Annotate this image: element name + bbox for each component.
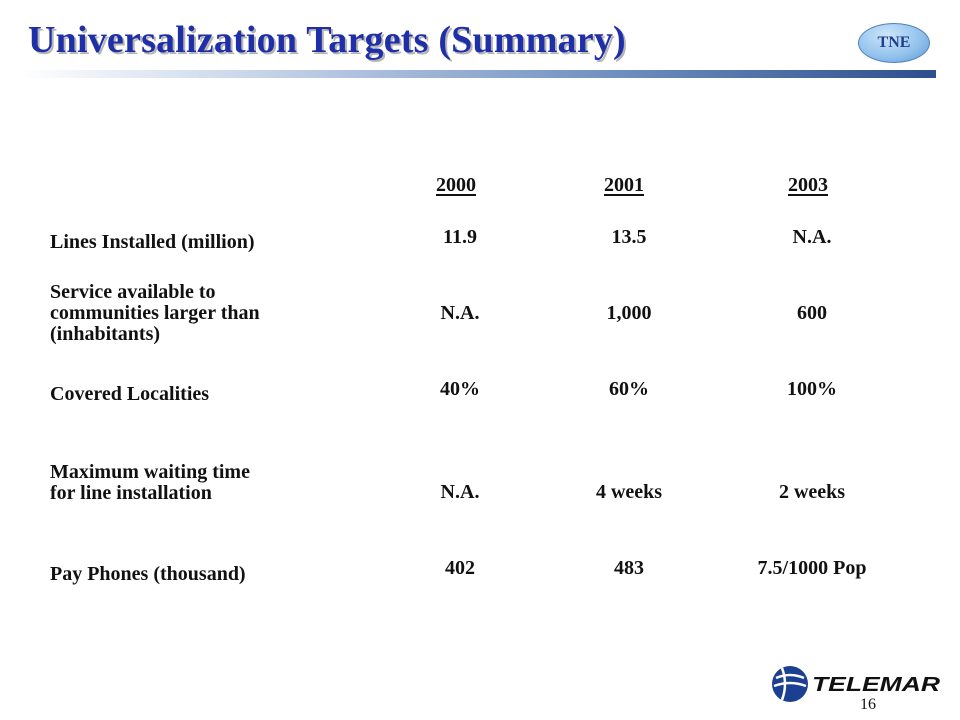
page-number: 16 xyxy=(860,696,876,713)
cell-service-available-2000: N.A. xyxy=(440,302,480,324)
row-label-pay-phones: Pay Phones (thousand) xyxy=(50,563,246,585)
year-header-2003: 2003 xyxy=(788,174,828,196)
cell-lines-installed-2003: N.A. xyxy=(792,226,832,248)
cell-covered-localities-2000: 40% xyxy=(440,378,480,400)
cell-pay-phones-2001: 483 xyxy=(614,557,644,579)
row-label-covered-localities: Covered Localities xyxy=(50,383,210,405)
row-label-line: Service available to xyxy=(50,281,216,303)
cell-max-waiting-time-2001: 4 weeks xyxy=(595,481,663,503)
cell-max-waiting-time-2003: 2 weeks xyxy=(778,481,846,503)
slide-title: Universalization Targets (Summary) xyxy=(28,19,626,61)
cell-pay-phones-2003: 7.5/1000 Pop xyxy=(757,557,867,579)
row-label-line: Maximum waiting time xyxy=(50,461,250,483)
logo-wordmark: TELEMAR xyxy=(812,674,941,696)
cell-covered-localities-2001: 60% xyxy=(609,378,649,400)
cell-pay-phones-2000: 402 xyxy=(445,557,475,579)
year-header-2000: 2000 xyxy=(436,174,476,196)
tne-badge: TNE xyxy=(858,23,930,63)
row-label-line: (inhabitants) xyxy=(50,323,161,345)
cell-service-available-2003: 600 xyxy=(797,302,827,324)
telemar-logo: TELEMAR xyxy=(772,666,941,702)
cell-service-available-2001: 1,000 xyxy=(606,302,652,324)
title-underline-bar xyxy=(20,70,936,78)
cell-lines-installed-2000: 11.9 xyxy=(443,226,477,248)
cell-covered-localities-2003: 100% xyxy=(787,378,837,400)
cell-max-waiting-time-2000: N.A. xyxy=(440,481,480,503)
row-label-line: for line installation xyxy=(50,482,212,504)
row-label-lines-installed: Lines Installed (million) xyxy=(50,231,255,253)
row-label-service-available: Service available to communities larger … xyxy=(50,282,370,345)
cell-lines-installed-2001: 13.5 xyxy=(611,226,647,248)
row-label-max-waiting-time: Maximum waiting time for line installati… xyxy=(50,462,370,504)
row-label-line: communities larger than xyxy=(50,302,260,324)
year-header-2001: 2001 xyxy=(604,174,644,196)
